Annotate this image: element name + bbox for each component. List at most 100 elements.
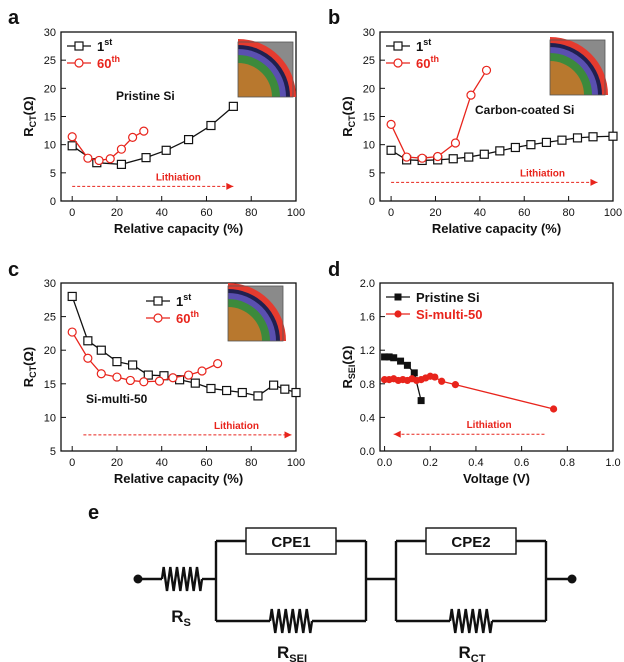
data-point [608,131,618,141]
data-point [67,291,77,302]
legend-label-suffix: th [430,54,439,64]
data-point [141,153,151,163]
arrow-head [590,178,598,186]
panel-letter: a [8,7,20,29]
plot-frame [379,282,614,452]
rsei-label-main: R [277,643,289,662]
y-tick-label: 10 [363,140,375,152]
x-tick-label: 60 [200,207,212,219]
data-point [557,135,567,145]
data-point [116,159,127,169]
data-point [190,378,200,388]
y-axis-label-unit: (Ω) [21,96,36,115]
x-tick-label: 0 [388,207,394,219]
data-point [390,354,398,362]
y-tick-label: 25 [44,312,56,324]
y-tick-label: 30 [44,278,56,290]
inset-frame [227,285,284,342]
y-tick-label: 1.2 [360,345,375,357]
series-pristine-si [381,353,425,405]
data-point [197,366,207,376]
lithiation-label: Lithiation [156,172,201,183]
cpe2-label: CPE2 [451,534,490,551]
lithiation-label: Lithiation [214,421,259,432]
panel-annotation: Si-multi-50 [86,392,148,406]
legend-label-suffix: st [104,37,112,47]
data-point [96,345,106,355]
legend-marker [153,313,163,323]
series-si-multi-50 [380,372,558,413]
y-tick-label: 1.6 [360,312,375,324]
cpe1-label: CPE1 [271,534,310,551]
inset-ring [550,61,584,95]
data-point [237,387,247,398]
x-tick-label: 1.0 [605,457,620,469]
data-point [183,370,194,380]
rct-label: RCT [459,643,486,662]
y-tick-label: 5 [50,446,56,458]
lithiation-arrow: Lithiation [83,421,292,439]
y-axis-label-sub: SEI [347,365,357,380]
chart-panel-d: d 0.0 0.2 0.4 0.6 0.8 1.0 0.0 0.4 0.8 1.2 1.6 2.0 Vol… [328,259,621,486]
data-point [410,369,418,377]
lithiation-label: Lithiation [467,420,512,431]
series-60th [67,126,149,166]
legend-label: 1st [176,292,191,309]
series-line [390,69,488,159]
y-axis-label-sub: CT [28,365,38,377]
data-point [222,385,232,396]
y-axis-label-main: R [21,127,36,137]
legend-marker [393,58,403,68]
legend-label: 1st [416,37,431,54]
rct-label-main: R [459,643,471,662]
data-point [386,145,396,155]
x-axis-label: Relative capacity (%) [114,221,243,236]
y-tick-label: 2.0 [360,278,375,290]
x-tick-label: 20 [111,207,123,219]
chart-panel-a: a 0 20 40 60 80 100 0 5 10 15 20 25 30 Relative capaci… [8,7,305,236]
x-tick-label: 100 [604,207,622,219]
arrow-head [393,430,401,438]
y-tick-label: 30 [363,27,375,39]
data-point [438,377,446,385]
data-point [588,132,598,142]
y-tick-label: 15 [44,112,56,124]
x-tick-label: 60 [200,457,212,469]
data-point [385,353,393,361]
x-axis-label: Relative capacity (%) [114,471,243,486]
legend-label: 60th [416,54,439,71]
data-point [397,357,405,365]
legend-label-num: 60 [97,56,111,71]
lithiation-arrow: Lithiation [72,172,234,190]
lithiation-arrow: Lithiation [393,420,545,438]
panel-letter: e [88,502,99,524]
data-point [431,373,439,381]
legend-label-num: 60 [416,56,430,71]
data-point [213,359,223,369]
data-point [206,383,216,394]
legend: Pristine Si Si-multi-50 [386,290,482,322]
data-point [572,133,583,143]
y-tick-label: 5 [369,168,375,180]
rct-label-sub: CT [471,653,486,662]
x-tick-label: 0.4 [468,457,483,469]
panel-letter: d [328,259,340,281]
y-tick-label: 30 [44,27,56,39]
y-tick-label: 0 [369,196,375,208]
x-tick-label: 20 [429,207,441,219]
inset-frame [237,41,294,98]
data-point [269,380,279,390]
cpe1-box [245,527,337,555]
y-axis-label: RCT(Ω) [340,96,357,136]
arrow-head [226,182,234,190]
data-point [105,154,115,164]
data-point [228,101,238,111]
rs-label: RS [171,607,191,629]
y-axis-label: RCT(Ω) [21,96,38,136]
y-tick-label: 25 [363,55,375,67]
data-point [183,134,194,145]
lithiation-label: Lithiation [520,168,565,179]
legend-marker [74,58,84,68]
